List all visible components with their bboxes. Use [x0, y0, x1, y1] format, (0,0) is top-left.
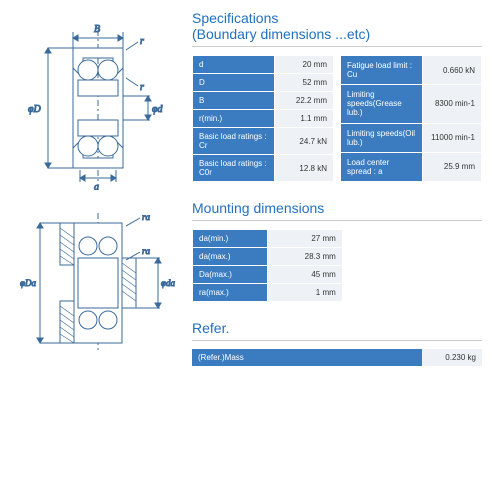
- label-phiDa: φDa: [20, 278, 36, 288]
- spec-label: Basic load ratings : Cr: [193, 128, 275, 155]
- label-ra2: ra: [142, 246, 151, 256]
- spec-value: 12.8 kN: [274, 155, 333, 182]
- label-phiD: φD: [28, 104, 42, 115]
- spec-label: d: [193, 56, 275, 74]
- mounting-table: da(min.)27 mm da(max.)28.3 mm Da(max.)45…: [192, 229, 343, 302]
- refer-label: (Refer.)Mass: [192, 349, 422, 366]
- mounting-diagram: ra ra φDa φda: [18, 208, 178, 358]
- spec-label: Limiting speeds(Grease lub.): [341, 85, 423, 124]
- spec-value: 52 mm: [274, 74, 333, 92]
- mount-value: 45 mm: [267, 266, 342, 284]
- label-a: a: [94, 182, 99, 190]
- spec-label: B: [193, 92, 275, 110]
- spec-label: Limiting speeds(Oil lub.): [341, 123, 423, 152]
- mount-label: da(max.): [193, 248, 268, 266]
- spec-label: r(min.): [193, 110, 275, 128]
- label-phid: φd: [152, 104, 164, 115]
- spec-value: 1.1 mm: [274, 110, 333, 128]
- diagrams-column: B r r φD φd a: [18, 10, 178, 490]
- data-column: Specifications (Boundary dimensions ...e…: [192, 10, 482, 490]
- spec-table-right: Fatigue load limit : Cu0.660 kN Limiting…: [340, 55, 482, 182]
- mount-label: da(min.): [193, 230, 268, 248]
- spec-label: Basic load ratings : C0r: [193, 155, 275, 182]
- mount-value: 28.3 mm: [267, 248, 342, 266]
- specifications-tables: d20 mm D52 mm B22.2 mm r(min.)1.1 mm Bas…: [192, 55, 482, 182]
- mount-value: 27 mm: [267, 230, 342, 248]
- mount-value: 1 mm: [267, 284, 342, 302]
- spec-label: D: [193, 74, 275, 92]
- label-B: B: [94, 24, 100, 35]
- spec-value: 22.2 mm: [274, 92, 333, 110]
- spec-label: Load center spread : a: [341, 152, 423, 181]
- label-r1: r: [140, 36, 144, 47]
- mounting-heading: Mounting dimensions: [192, 200, 482, 221]
- refer-row: (Refer.)Mass 0.230 kg: [192, 349, 482, 366]
- bearing-cross-section-diagram: B r r φD φd a: [18, 20, 178, 190]
- label-phida: φda: [161, 278, 175, 288]
- refer-value: 0.230 kg: [422, 349, 482, 366]
- spec-value: 24.7 kN: [274, 128, 333, 155]
- spec-value: 0.660 kN: [422, 56, 481, 85]
- label-ra1: ra: [142, 212, 151, 222]
- label-r2: r: [140, 82, 144, 93]
- spec-value: 20 mm: [274, 56, 333, 74]
- spec-value: 8300 min-1: [422, 85, 481, 124]
- specifications-heading: Specifications (Boundary dimensions ...e…: [192, 10, 482, 47]
- mount-label: ra(max.): [193, 284, 268, 302]
- spec-value: 11000 min-1: [422, 123, 481, 152]
- spec-value: 25.9 mm: [422, 152, 481, 181]
- spec-table-left: d20 mm D52 mm B22.2 mm r(min.)1.1 mm Bas…: [192, 55, 334, 182]
- refer-heading: Refer.: [192, 320, 482, 341]
- spec-label: Fatigue load limit : Cu: [341, 56, 423, 85]
- mount-label: Da(max.): [193, 266, 268, 284]
